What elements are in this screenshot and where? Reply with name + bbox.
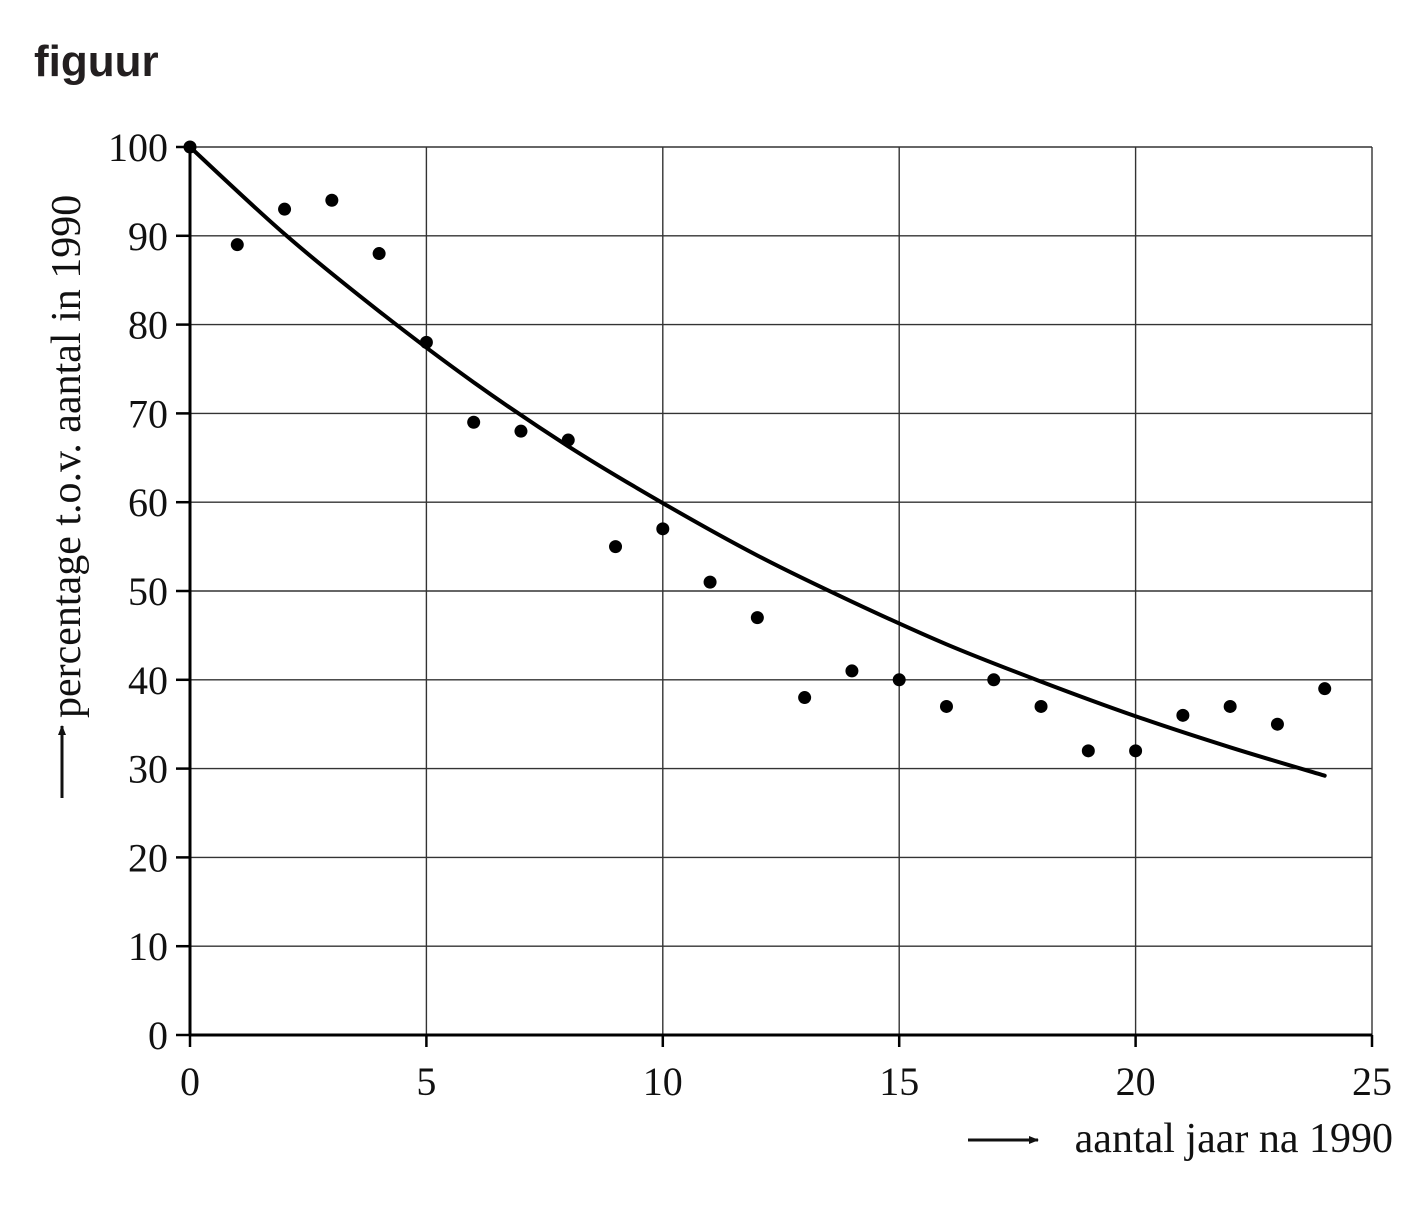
y-tick-label: 40 bbox=[128, 658, 168, 703]
data-point bbox=[1034, 699, 1048, 713]
y-axis-title: percentage t.o.v. aantal in 1990 bbox=[44, 195, 90, 718]
tick-labels: 0 10 20 30 40 50 60 70 80 90 100 0 5 10 15 20 25 bbox=[108, 125, 1392, 1104]
axes bbox=[176, 145, 1374, 1047]
grid-lines bbox=[190, 146, 1373, 1035]
data-point bbox=[183, 140, 197, 154]
data-point bbox=[1318, 682, 1332, 696]
y-tick-label: 10 bbox=[128, 924, 168, 969]
data-point bbox=[845, 664, 859, 678]
data-point bbox=[278, 202, 292, 216]
x-tick-label: 0 bbox=[180, 1059, 200, 1104]
data-point bbox=[1270, 717, 1284, 731]
y-tick-label: 100 bbox=[108, 125, 168, 170]
data-point bbox=[372, 247, 386, 261]
trend-curve-layer bbox=[188, 145, 1327, 778]
figure-label: figuur bbox=[34, 37, 159, 86]
data-point bbox=[750, 611, 764, 625]
data-point bbox=[1223, 699, 1237, 713]
data-point bbox=[939, 699, 953, 713]
data-point bbox=[230, 238, 244, 252]
data-points bbox=[183, 140, 1332, 758]
x-tick-label: 10 bbox=[643, 1059, 683, 1104]
data-point bbox=[703, 575, 717, 589]
data-point bbox=[1129, 744, 1143, 758]
y-tick-label: 80 bbox=[128, 303, 168, 348]
x-tick-label: 20 bbox=[1116, 1059, 1156, 1104]
trend-curve bbox=[188, 145, 1327, 778]
data-point bbox=[987, 673, 1001, 687]
data-point bbox=[892, 673, 906, 687]
data-point bbox=[609, 540, 623, 554]
data-point bbox=[467, 415, 481, 429]
y-tick-label: 30 bbox=[128, 747, 168, 792]
data-point bbox=[514, 424, 528, 438]
data-point bbox=[798, 691, 812, 705]
y-tick-label: 0 bbox=[148, 1013, 168, 1058]
data-point bbox=[325, 193, 339, 207]
x-tick-label: 15 bbox=[879, 1059, 919, 1104]
data-point bbox=[561, 433, 575, 447]
y-tick-label: 90 bbox=[128, 214, 168, 259]
x-tick-label: 5 bbox=[416, 1059, 436, 1104]
x-axis-title: aantal jaar na 1990 bbox=[1075, 1116, 1393, 1162]
data-point bbox=[656, 522, 670, 536]
y-tick-label: 50 bbox=[128, 569, 168, 614]
y-tick-label: 20 bbox=[128, 835, 168, 880]
data-point bbox=[1081, 744, 1095, 758]
data-point bbox=[1176, 708, 1190, 722]
x-tick-label: 25 bbox=[1352, 1059, 1392, 1104]
y-tick-label: 70 bbox=[128, 391, 168, 436]
y-tick-label: 60 bbox=[128, 480, 168, 525]
data-point bbox=[419, 335, 433, 349]
